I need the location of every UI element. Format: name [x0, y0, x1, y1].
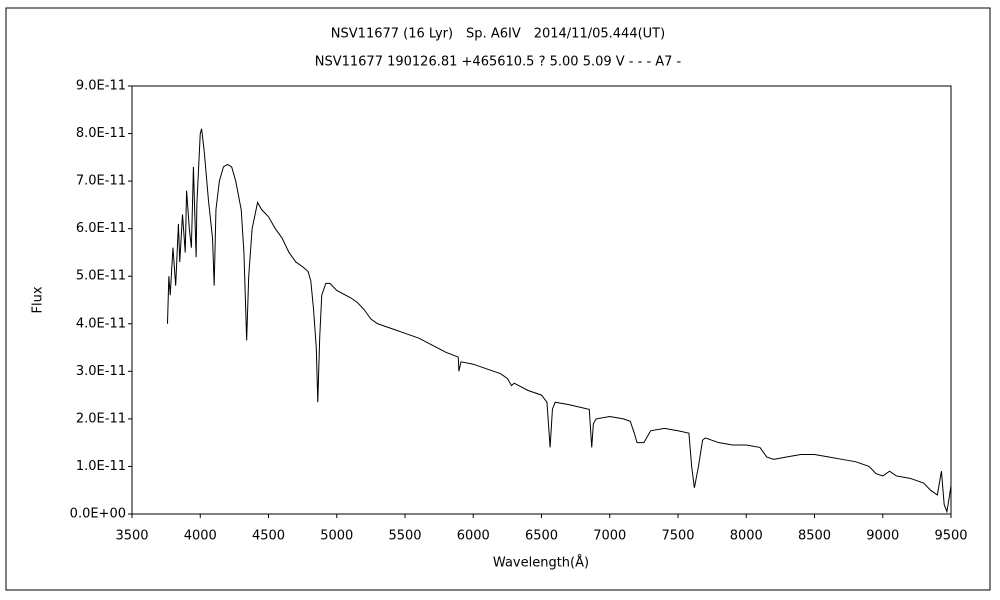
x-axis-label: Wavelength(Å): [493, 555, 589, 571]
x-tick-label: 7500: [661, 529, 694, 544]
x-tick-label: 6000: [457, 529, 490, 544]
x-tick-label: 5000: [320, 529, 353, 544]
y-tick-label: 1.0E-11: [76, 459, 126, 474]
x-tick-label: 4500: [252, 529, 285, 544]
y-tick-label: 4.0E-11: [76, 316, 126, 331]
y-tick-label: 7.0E-11: [76, 174, 126, 189]
y-tick-label: 8.0E-11: [76, 126, 126, 141]
y-tick-label: 6.0E-11: [76, 221, 126, 236]
x-tick-label: 9000: [866, 529, 899, 544]
x-tick-label: 7000: [593, 529, 626, 544]
x-tick-label: 6500: [525, 529, 558, 544]
chart-title: NSV11677 (16 Lyr) Sp. A6IV 2014/11/05.44…: [331, 27, 665, 42]
x-tick-label: 9500: [934, 529, 967, 544]
y-tick-label: 0.0E+00: [70, 507, 126, 522]
chart-subtitle: NSV11677 190126.81 +465610.5 ? 5.00 5.09…: [315, 55, 682, 70]
y-axis-label: Flux: [31, 286, 46, 313]
y-tick-label: 3.0E-11: [76, 364, 126, 379]
x-tick-label: 8000: [730, 529, 763, 544]
x-tick-label: 4000: [184, 529, 217, 544]
x-tick-label: 8500: [798, 529, 831, 544]
x-tick-label: 3500: [115, 529, 148, 544]
y-tick-label: 5.0E-11: [76, 269, 126, 284]
y-tick-label: 2.0E-11: [76, 411, 126, 426]
x-tick-label: 5500: [388, 529, 421, 544]
y-tick-label: 9.0E-11: [76, 79, 126, 94]
spectrum-line: [166, 128, 952, 514]
chart-border: [5, 7, 991, 591]
